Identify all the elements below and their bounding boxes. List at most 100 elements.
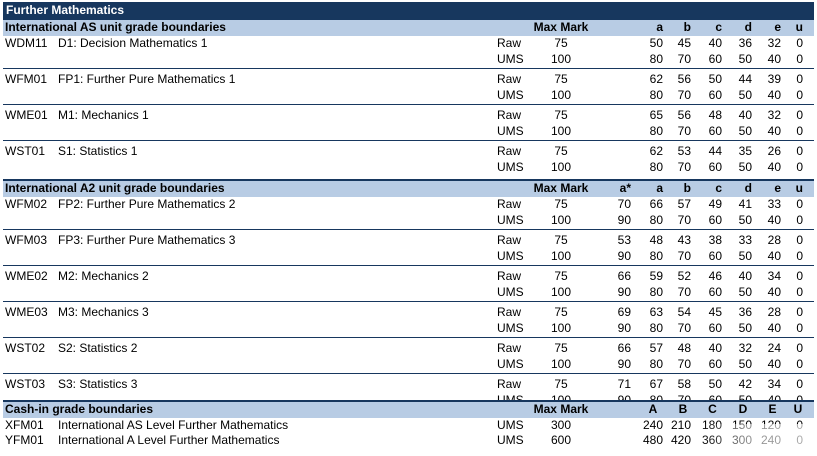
unit-name: D1: Decision Mathematics 1	[58, 36, 208, 50]
max-mark: 100	[550, 285, 572, 299]
mark-type: Raw	[497, 341, 522, 355]
max-mark-heading: Max Mark	[533, 20, 589, 34]
grade-heading: C	[708, 402, 717, 416]
grade-value: 70	[677, 321, 691, 335]
max-mark: 100	[550, 249, 572, 263]
grade-value: 32	[767, 108, 781, 122]
grade-heading: b	[683, 181, 691, 195]
max-mark: 75	[554, 233, 568, 247]
qualification-code: YFM01	[5, 433, 44, 447]
grade-value: 50	[738, 213, 752, 227]
grade-value: 50	[738, 285, 752, 299]
grade-value: 210	[670, 418, 691, 432]
grade-value: 80	[649, 52, 663, 66]
grade-value: 420	[670, 433, 691, 447]
grade-value: 50	[738, 321, 752, 335]
qualification-name: International AS Level Further Mathemati…	[58, 418, 289, 432]
grade-heading: A	[648, 402, 658, 416]
mark-type: Raw	[497, 108, 522, 122]
grade-value: 70	[677, 357, 691, 371]
grade-value: 240	[642, 418, 663, 432]
row-divider	[3, 140, 814, 141]
grade-value: 34	[767, 377, 781, 391]
row-divider	[3, 301, 814, 302]
grade-value: 50	[738, 249, 752, 263]
grade-value: 0	[796, 144, 803, 158]
section-header	[3, 18, 814, 36]
grade-value: 90	[617, 285, 631, 299]
max-mark: 600	[550, 433, 572, 447]
grade-value: 33	[767, 197, 781, 211]
grade-heading: a*	[619, 181, 631, 195]
grade-value: 40	[767, 88, 781, 102]
row-divider	[3, 337, 814, 338]
unit-code: WFM01	[5, 72, 47, 86]
mark-type: UMS	[497, 321, 524, 335]
grade-value: 0	[796, 160, 803, 174]
grade-value: 50	[738, 88, 752, 102]
mark-type: UMS	[497, 418, 524, 432]
max-mark: 75	[554, 108, 568, 122]
mark-type: UMS	[497, 88, 524, 102]
section-heading: International AS unit grade boundaries	[5, 20, 226, 34]
unit-name: M3: Mechanics 3	[58, 305, 149, 319]
grade-value: 60	[708, 285, 722, 299]
grade-value: 80	[649, 213, 663, 227]
grade-value: 53	[617, 233, 631, 247]
mark-type: Raw	[497, 144, 522, 158]
grade-value: 69	[617, 305, 631, 319]
grade-value: 40	[708, 36, 722, 50]
grade-value: 60	[708, 160, 722, 174]
mark-type: UMS	[497, 52, 524, 66]
grade-value: 80	[649, 321, 663, 335]
grade-value: 28	[767, 305, 781, 319]
grade-value: 46	[708, 269, 722, 283]
unit-name: M2: Mechanics 2	[58, 269, 149, 283]
unit-code: WST03	[5, 377, 46, 391]
mark-type: Raw	[497, 305, 522, 319]
mark-type: UMS	[497, 433, 524, 447]
grade-value: 0	[796, 357, 803, 371]
grade-value: 40	[767, 52, 781, 66]
grade-value: 60	[708, 213, 722, 227]
grade-value: 0	[796, 269, 803, 283]
grade-heading: d	[744, 181, 752, 195]
grade-heading: E	[768, 402, 777, 416]
grade-value: 0	[796, 285, 803, 299]
unit-name: FP2: Further Pure Mathematics 2	[58, 197, 236, 211]
grade-value: 42	[738, 377, 752, 391]
grade-value: 50	[738, 160, 752, 174]
grade-value: 50	[649, 36, 663, 50]
grade-heading: e	[774, 20, 781, 34]
grade-value: 90	[617, 213, 631, 227]
section-header	[3, 400, 814, 418]
max-mark: 75	[554, 377, 568, 391]
grade-value: 40	[767, 213, 781, 227]
max-mark: 100	[550, 321, 572, 335]
grade-value: 57	[649, 341, 663, 355]
grade-value: 38	[708, 233, 722, 247]
grade-value: 54	[677, 305, 691, 319]
grade-value: 70	[677, 88, 691, 102]
grade-value: 60	[708, 124, 722, 138]
grade-value: 0	[796, 197, 803, 211]
max-mark: 100	[550, 88, 572, 102]
grade-value: 62	[649, 144, 663, 158]
grade-value: 35	[738, 144, 752, 158]
grade-value: 67	[649, 377, 663, 391]
max-mark: 75	[554, 305, 568, 319]
grade-value: 0	[796, 108, 803, 122]
grade-value: 71	[617, 377, 631, 391]
grade-value: 60	[708, 357, 722, 371]
mark-type: Raw	[497, 233, 522, 247]
max-mark: 75	[554, 144, 568, 158]
max-mark: 100	[550, 52, 572, 66]
grade-value: 40	[767, 285, 781, 299]
grade-value: 66	[617, 341, 631, 355]
grade-value: 60	[708, 52, 722, 66]
grade-heading: e	[774, 181, 781, 195]
mark-type: UMS	[497, 213, 524, 227]
mark-type: Raw	[497, 197, 522, 211]
grade-value: 39	[767, 72, 781, 86]
grade-value: 32	[767, 36, 781, 50]
